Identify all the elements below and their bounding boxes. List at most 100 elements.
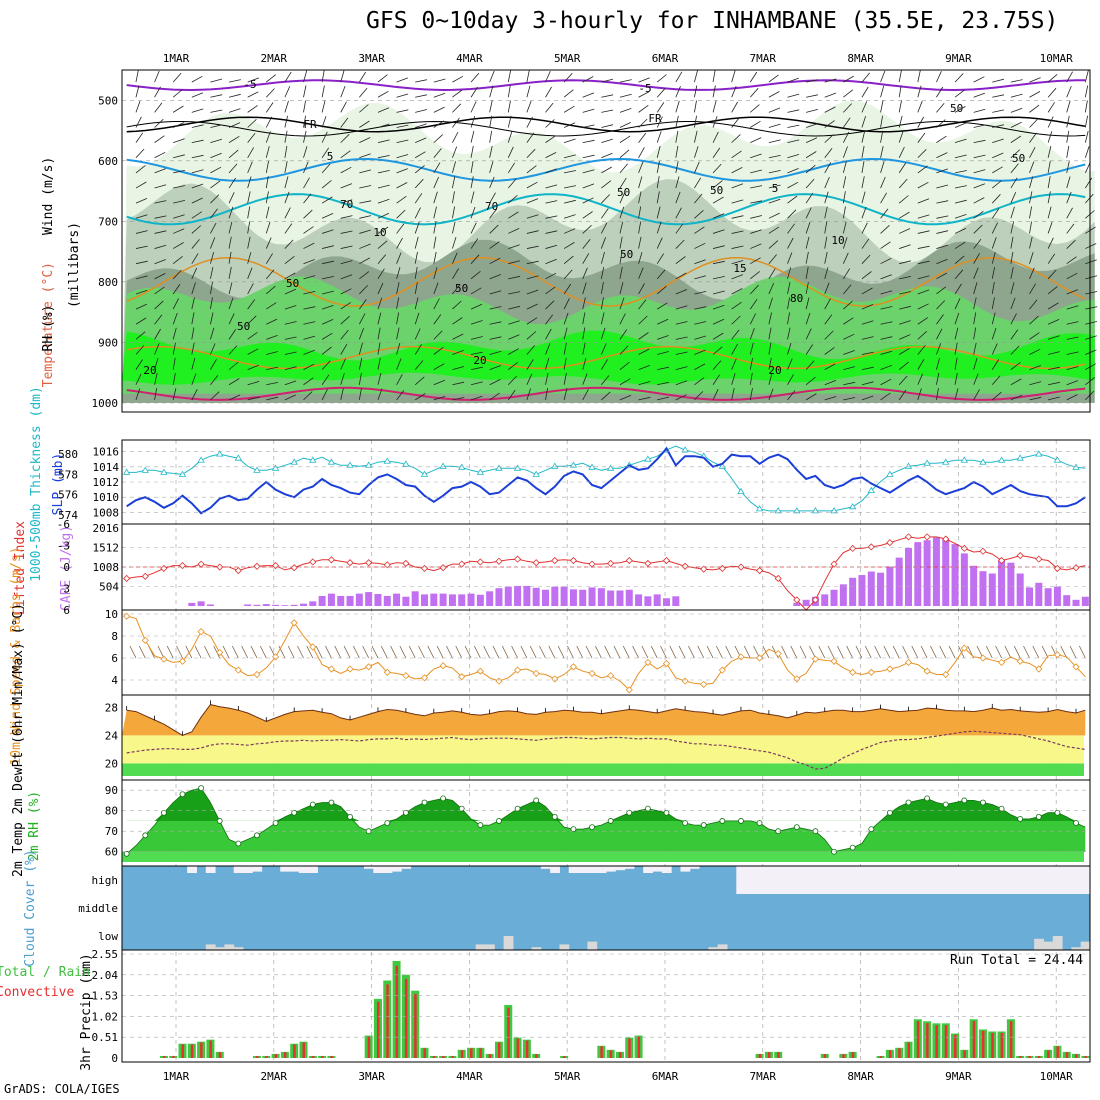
upper-air-wind-barb (1029, 161, 1035, 174)
slp-tick-label: 1008 (93, 506, 120, 519)
upper-air-wind-barb (712, 100, 717, 113)
upper-air-wind-barb (861, 145, 865, 158)
temp-tick-label: 28 (105, 701, 118, 714)
upper-air-wind-barb (1085, 306, 1098, 310)
wind10m-barb (827, 645, 835, 659)
upper-air-wind-barb (973, 154, 986, 159)
precip-convective-bar (1028, 1056, 1031, 1058)
upper-air-wind-barb (228, 251, 232, 264)
li-series-point (383, 561, 391, 569)
thickness-series-point (532, 470, 540, 477)
upper-air-wind-barb (936, 314, 944, 325)
upper-air-wind-barb (1010, 282, 1015, 295)
upper-air-wind-barb (340, 101, 347, 113)
upper-air-wind-barb (210, 109, 223, 113)
li-tick-label: 3 (63, 583, 70, 596)
wind10m-barb (231, 645, 239, 659)
rh-band-90 (122, 330, 1095, 385)
upper-air-wind-barb (414, 165, 425, 174)
upper-air-wind-barb (210, 78, 223, 83)
precip-convective-bar (423, 1048, 426, 1058)
upper-air-wind-barb (1084, 115, 1088, 128)
precip-convective-bar (442, 1056, 445, 1058)
upper-air-wind-barb (1085, 243, 1097, 249)
upper-air-wind-barb (675, 207, 682, 219)
wind-speed-series-point (253, 670, 261, 679)
upper-air-wind-barb (824, 380, 837, 386)
upper-air-wind-barb (526, 303, 538, 310)
li-series-point (290, 564, 298, 572)
upper-air-wind-barb (954, 138, 967, 144)
upper-air-wind-barb (619, 149, 630, 159)
upper-air-wind-barb (154, 388, 158, 400)
upper-air-wind-barb (377, 254, 387, 264)
upper-air-wind-barb (954, 357, 958, 370)
upper-air-wind-barb (563, 255, 574, 265)
upper-air-wind-barb (749, 313, 757, 325)
li-series-point (979, 547, 987, 555)
cape-bar (486, 591, 494, 606)
rh-series-point (700, 822, 707, 828)
li-series-point (644, 559, 652, 567)
upper-air-wind-barb (135, 181, 147, 189)
upper-air-wind-barb (266, 366, 279, 371)
rh-series-point (961, 797, 968, 804)
upper-air-wind-barb (228, 177, 236, 189)
upper-air-wind-barb (805, 178, 815, 189)
upper-air-wind-barb (526, 359, 534, 370)
upper-air-wind-barb (675, 145, 679, 158)
upper-air-wind-barb (359, 257, 370, 265)
thickness-series-point (383, 457, 391, 464)
upper-air-wind-barb (191, 183, 204, 189)
thickness-series-point (178, 470, 187, 477)
upper-air-wind-barb (917, 331, 927, 340)
upper-air-wind-barb (1047, 286, 1058, 295)
upper-air-wind-barb (731, 183, 744, 189)
upper-air-wind-barb (321, 388, 328, 401)
upper-air-wind-barb (712, 360, 722, 370)
upper-air-wind-barb (228, 192, 235, 204)
upper-air-wind-barb (787, 327, 791, 340)
upper-air-wind-barb (228, 282, 233, 295)
upper-air-wind-barb (973, 183, 986, 189)
upper-air-wind-barb (545, 70, 551, 83)
temp-series (126, 704, 1086, 736)
upper-air-wind-barb (1085, 321, 1098, 325)
upper-air-wind-barb (936, 272, 948, 280)
precip-convective-bar (181, 1044, 184, 1058)
upper-air-wind-barb (600, 251, 605, 264)
upper-air-wind-barb (154, 118, 164, 128)
upper-air-wind-barb (824, 92, 837, 98)
cloud-high-gap (233, 866, 244, 873)
upper-air-wind-barb (694, 115, 697, 128)
upper-air-wind-barb (1047, 176, 1051, 189)
rh-contour-label: 70 (340, 198, 353, 211)
date-tick-top: 2MAR (261, 52, 288, 65)
upper-air-wind-barb (265, 221, 271, 234)
upper-air-wind-barb (861, 101, 868, 113)
precip-convective-bar (255, 1056, 259, 1058)
precip-convective-bar (963, 1050, 966, 1058)
upper-air-wind-barb (340, 70, 345, 83)
upper-air-wind-barb (712, 276, 725, 280)
li-series-point (551, 556, 559, 565)
upper-air-wind-barb (508, 348, 519, 355)
cloud-high-gap (922, 866, 933, 894)
wind10m-barb (250, 645, 258, 659)
upper-air-wind-barb (657, 366, 669, 371)
upper-air-wind-barb (284, 223, 293, 234)
precip-frame (121, 949, 1091, 1063)
upper-air-wind-barb (973, 224, 983, 234)
upper-air-wind-barb (1010, 313, 1017, 325)
upper-air-wind-barb (843, 117, 851, 128)
cloud-high-gap (996, 866, 1007, 894)
cloud-high-gap (578, 866, 588, 873)
upper-air-wind-barb (601, 138, 613, 144)
precip-convective-bar (1019, 1056, 1022, 1058)
wind-speed-series-point (979, 654, 987, 662)
upper-air-wind-barb (954, 154, 967, 159)
upper-air-wind-barb (396, 124, 409, 128)
cloud-low-bar (475, 944, 486, 950)
cape-bar (607, 590, 615, 606)
upper-air-wind-barb (377, 107, 390, 113)
